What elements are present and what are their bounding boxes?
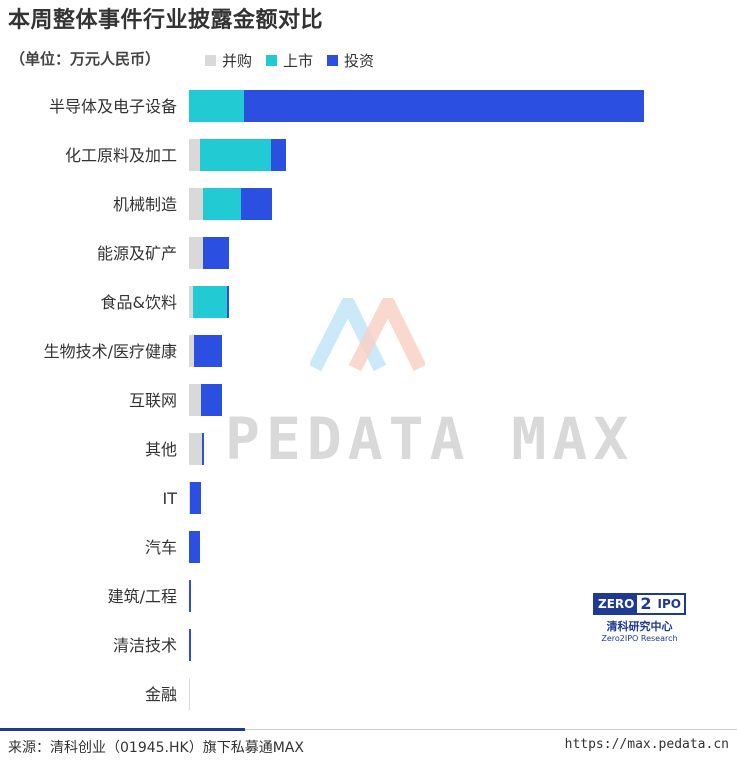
category-label: 能源及矿产 — [97, 244, 177, 263]
bar-segment-investment — [227, 286, 229, 318]
category-label: 食品&饮料 — [101, 293, 177, 312]
category-label: 互联网 — [129, 391, 177, 410]
category-label: 其他 — [145, 440, 177, 459]
bar-segment-investment — [202, 433, 204, 465]
bar-segment-ipo — [193, 286, 227, 318]
category-label: 半导体及电子设备 — [49, 97, 177, 116]
chart-title: 本周整体事件行业披露金额对比 — [8, 8, 324, 33]
bar-segment-merger — [189, 286, 193, 318]
legend-item-ipo: 上市 — [266, 50, 313, 71]
footer-url: https://max.pedata.cn — [564, 737, 729, 752]
brand-zero: ZERO — [595, 595, 638, 613]
bar-segment-ipo — [203, 188, 241, 220]
legend-item-investment: 投资 — [327, 50, 374, 71]
bar-chart: 半导体及电子设备化工原料及加工机械制造能源及矿产食品&饮料生物技术/医疗健康互联… — [44, 90, 644, 710]
brand-name-cn: 清科研究中心 — [606, 620, 673, 633]
bar-segment-merger — [189, 433, 202, 465]
legend-swatch-ipo — [266, 55, 278, 66]
legend-swatch-investment — [327, 55, 339, 66]
category-label: 化工原料及加工 — [65, 146, 177, 165]
bar-segment-investment — [189, 531, 200, 563]
brand-name-en: Zero2IPO Research — [601, 634, 678, 643]
bar-segment-investment — [271, 139, 286, 171]
legend-label-ipo: 上市 — [283, 52, 314, 70]
category-label: IT — [163, 489, 178, 508]
bar-segment-merger — [189, 335, 194, 367]
category-label: 生物技术/医疗健康 — [44, 342, 177, 361]
brand-ipo: IPO — [657, 597, 681, 611]
unit-label: （单位：万元人民币） — [10, 50, 161, 68]
footer-accent-bar — [0, 728, 245, 731]
brand-logo-box: ZERO 2 IPO — [593, 593, 686, 615]
bar-segment-investment — [241, 188, 272, 220]
bar-segment-ipo — [189, 90, 244, 122]
watermark-logo-icon — [310, 298, 425, 372]
bar-segment-investment — [203, 237, 229, 269]
legend-label-investment: 投资 — [344, 52, 375, 70]
footer-divider — [0, 729, 737, 730]
category-label: 清洁技术 — [113, 636, 177, 655]
bar-segment-merger — [189, 237, 203, 269]
category-label: 机械制造 — [113, 195, 177, 214]
category-label: 建筑/工程 — [108, 587, 177, 606]
category-label: 汽车 — [145, 538, 177, 557]
bar-segment-merger — [189, 678, 190, 710]
bar-segment-investment — [189, 580, 191, 612]
bar-segment-ipo — [200, 139, 271, 171]
brand-two: 2 — [637, 595, 655, 613]
legend-label-merger: 并购 — [222, 52, 253, 70]
category-label: 金融 — [145, 685, 177, 704]
legend-swatch-merger — [205, 55, 216, 66]
bar-segment-investment — [244, 90, 644, 122]
brand-logo: ZERO 2 IPO 清科研究中心 Zero2IPO Research — [593, 593, 686, 643]
legend: 并购 上市 投资 — [205, 50, 374, 71]
watermark-text: PEDATA MAX — [225, 405, 635, 473]
bar-segment-investment — [189, 629, 191, 661]
footer-source: 来源：清科创业（01945.HK）旗下私募通MAX — [8, 740, 304, 756]
legend-item-merger: 并购 — [205, 50, 252, 71]
bar-segment-investment — [201, 384, 222, 416]
bar-segment-merger — [189, 188, 203, 220]
bar-segment-merger — [189, 384, 201, 416]
bar-segment-merger — [189, 139, 200, 171]
bar-segment-investment — [194, 335, 222, 367]
bar-segment-investment — [190, 482, 201, 514]
bar-segment-merger — [189, 482, 190, 514]
